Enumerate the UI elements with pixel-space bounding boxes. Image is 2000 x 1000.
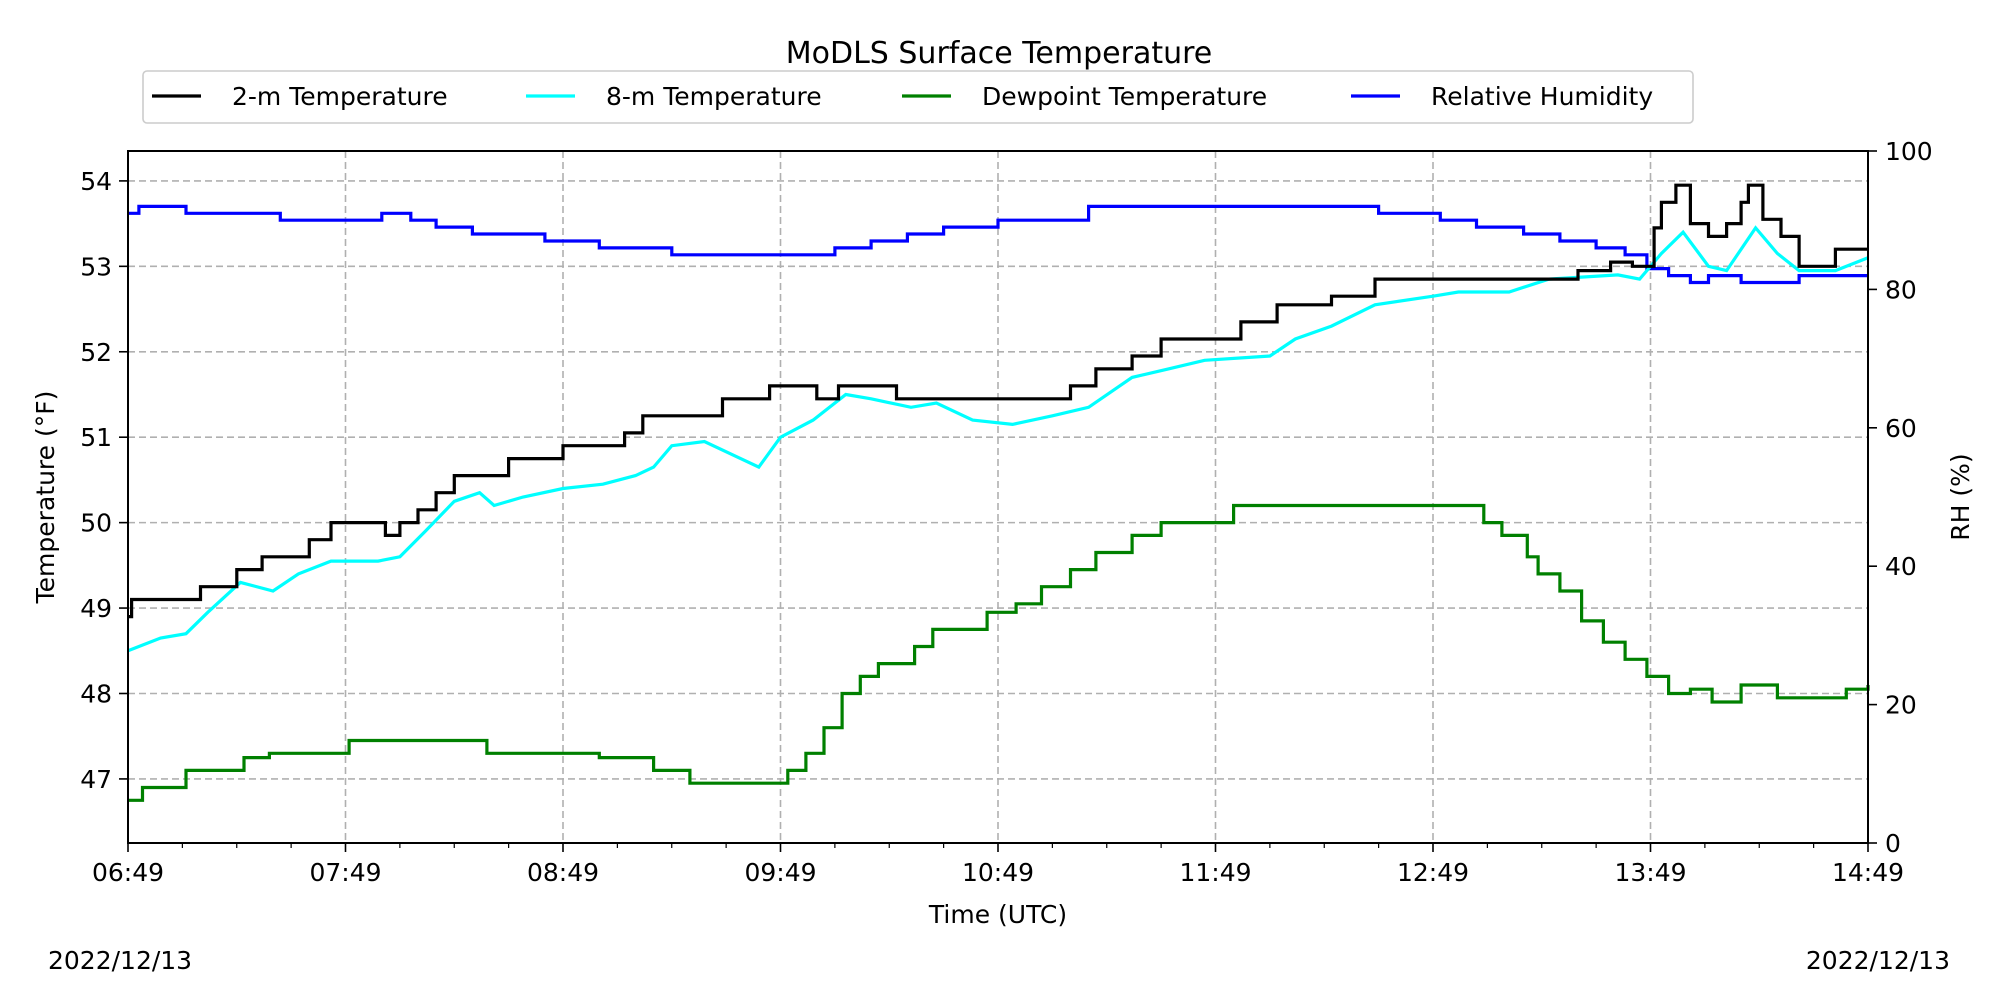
x-tick-label: 13:49 — [1614, 858, 1686, 887]
series-line-relative-humidity — [128, 204, 1868, 285]
legend-label-dewpoint-temperature: Dewpoint Temperature — [982, 82, 1267, 111]
y-axis-left-label: Temperature (°F) — [31, 391, 60, 605]
x-tick-label: 11:49 — [1179, 858, 1251, 887]
x-tick-label: 07:49 — [309, 858, 381, 887]
date-right: 2022/12/13 — [1806, 946, 1950, 975]
y-left-tick-label: 51 — [80, 423, 112, 452]
y-left-tick-label: 53 — [80, 252, 112, 281]
y-right-tick-label: 80 — [1885, 275, 1917, 304]
legend-label-relative-humidity: Relative Humidity — [1431, 82, 1653, 111]
chart-title: MoDLS Surface Temperature — [786, 36, 1213, 71]
y-right-tick-label: 20 — [1885, 691, 1917, 720]
x-tick-label: 06:49 — [92, 858, 164, 887]
x-tick-label: 09:49 — [744, 858, 816, 887]
grid — [128, 151, 1868, 843]
x-tick-label: 12:49 — [1397, 858, 1469, 887]
y-left-tick-label: 52 — [80, 338, 112, 367]
series-layer — [127, 183, 1870, 802]
x-tick-label: 14:49 — [1832, 858, 1904, 887]
y-left-tick-label: 47 — [80, 765, 112, 794]
y-axis-right-label: RH (%) — [1946, 453, 1975, 540]
y-right-tick-label: 0 — [1885, 829, 1901, 858]
x-tick-label: 08:49 — [527, 858, 599, 887]
series-line-8-m-temperature — [127, 225, 1869, 653]
y-right-tick-label: 40 — [1885, 552, 1917, 581]
legend-label-8-m-temperature: 8-m Temperature — [606, 82, 822, 111]
y-axis-right: 0 20 40 60 80 100 — [1868, 137, 1933, 858]
x-axis: 06:49 07:49 08:49 09:49 10:49 11:49 12:49 13:49… — [92, 843, 1904, 887]
series-line-dewpoint-temperature — [128, 503, 1870, 802]
date-left: 2022/12/13 — [48, 946, 192, 975]
y-axis-left: 47 48 49 50 51 52 53 54 — [80, 167, 128, 794]
y-right-tick-label: 100 — [1885, 137, 1933, 166]
y-left-tick-label: 48 — [80, 679, 112, 708]
y-right-tick-label: 60 — [1885, 414, 1917, 443]
y-left-tick-label: 50 — [80, 509, 112, 538]
x-tick-label: 10:49 — [962, 858, 1034, 887]
legend: 2-m Temperature 8-m Temperature Dewpoint T… — [142, 70, 1694, 124]
legend-label-2-m-temperature: 2-m Temperature — [232, 82, 448, 111]
y-left-tick-label: 54 — [80, 167, 112, 196]
x-axis-label: Time (UTC) — [928, 900, 1067, 929]
series-line-2-m-temperature — [128, 183, 1868, 619]
y-left-tick-label: 49 — [80, 594, 112, 623]
